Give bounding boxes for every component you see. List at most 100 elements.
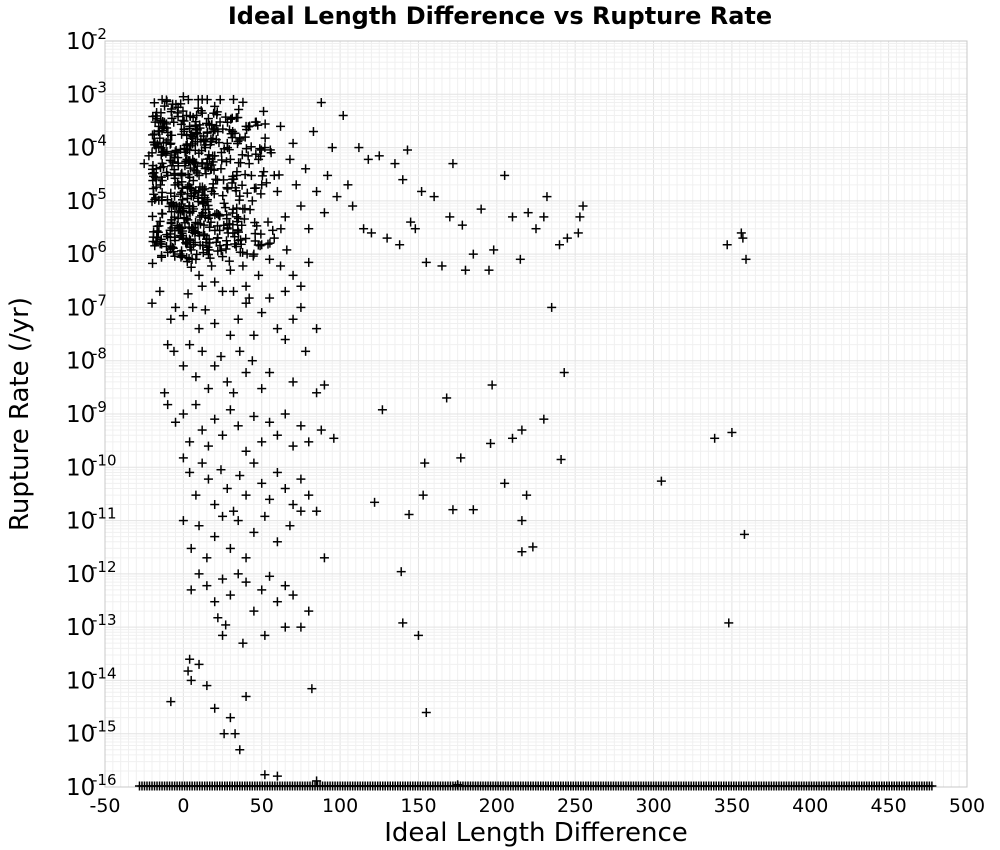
data-point: [210, 225, 220, 235]
data-point: [234, 195, 244, 205]
data-point: [221, 620, 231, 630]
data-point: [171, 302, 181, 312]
data-point: [176, 252, 186, 262]
data-point: [316, 425, 326, 435]
data-point: [197, 281, 207, 291]
data-point: [268, 225, 278, 235]
data-point: [656, 476, 666, 486]
x-axis-ticks: -50 0 50 100 150 200 250 300 350 400 450 500: [89, 795, 985, 817]
data-point: [210, 532, 220, 542]
data-point: [241, 490, 251, 500]
data-point: [225, 713, 235, 723]
data-point: [166, 241, 176, 251]
data-point: [218, 286, 228, 296]
data-point: [248, 251, 258, 261]
data-point: [157, 176, 167, 186]
y-tick-label: 10: [66, 402, 95, 428]
data-point: [173, 161, 183, 171]
data-point: [395, 240, 405, 250]
data-point: [193, 95, 203, 105]
data-point: [194, 521, 204, 531]
data-point: [240, 204, 250, 214]
data-point: [272, 324, 282, 334]
data-point: [182, 145, 192, 155]
data-point: [148, 258, 158, 268]
data-point: [402, 145, 412, 155]
data-point: [420, 458, 430, 468]
data-point: [256, 189, 266, 199]
data-point: [296, 474, 306, 484]
data-point: [251, 149, 261, 159]
data-point: [200, 164, 210, 174]
data-point: [241, 553, 251, 563]
data-point: [710, 433, 720, 443]
data-point: [210, 101, 220, 111]
y-tick-label: 10: [66, 562, 95, 588]
data-point: [323, 170, 333, 180]
data-point: [265, 293, 275, 303]
data-point: [179, 116, 189, 126]
data-point: [188, 139, 198, 149]
data-point: [169, 117, 179, 127]
data-point: [202, 553, 212, 563]
data-point: [163, 400, 173, 410]
data-point: [166, 188, 176, 198]
data-point: [241, 577, 251, 587]
data-point: [212, 110, 222, 120]
y-tick-label: 10: [66, 295, 95, 321]
data-point: [727, 427, 737, 437]
data-point: [280, 622, 290, 632]
data-point: [181, 238, 191, 248]
data-point: [247, 356, 257, 366]
data-point: [280, 286, 290, 296]
data-point: [410, 224, 420, 234]
data-point: [254, 270, 264, 280]
data-point: [202, 195, 212, 205]
data-point: [468, 505, 478, 515]
data-point: [229, 506, 239, 516]
data-point: [192, 249, 202, 259]
data-point: [224, 145, 234, 155]
data-point: [282, 245, 292, 255]
data-point: [199, 229, 209, 239]
data-point: [170, 251, 180, 261]
data-point: [192, 168, 202, 178]
data-point: [194, 270, 204, 280]
data-point: [259, 167, 269, 177]
data-point: [149, 98, 159, 108]
y-axis-ticks: 10-210-310-410-510-610-710-810-910-1010-…: [66, 25, 117, 801]
y-tick-label: 10: [66, 775, 95, 801]
data-point: [272, 467, 282, 477]
data-point: [186, 675, 196, 685]
data-point: [382, 233, 392, 243]
data-point: [150, 241, 160, 251]
data-point: [178, 195, 188, 205]
data-point: [221, 112, 231, 122]
data-point: [182, 239, 192, 249]
data-point: [285, 154, 295, 164]
data-point: [155, 286, 165, 296]
data-point: [148, 232, 158, 242]
data-point: [257, 171, 267, 181]
y-tick-exponent: -14: [92, 664, 117, 682]
data-point: [212, 209, 222, 219]
data-point: [374, 151, 384, 161]
data-point: [202, 681, 212, 691]
data-point: [222, 483, 232, 493]
data-point: [359, 224, 369, 234]
x-tick-label: 150: [400, 795, 436, 817]
data-point: [265, 145, 275, 155]
data-point: [272, 186, 282, 196]
data-point: [225, 590, 235, 600]
data-point: [573, 228, 583, 238]
data-point: [227, 113, 237, 123]
data-point: [156, 115, 166, 125]
data-point: [218, 124, 228, 134]
data-point: [390, 159, 400, 169]
data-point: [166, 697, 176, 707]
data-point: [204, 150, 214, 160]
data-point: [218, 252, 228, 262]
data-point: [280, 483, 290, 493]
y-tick-exponent: -3: [92, 78, 107, 96]
y-tick-exponent: -12: [92, 558, 117, 576]
